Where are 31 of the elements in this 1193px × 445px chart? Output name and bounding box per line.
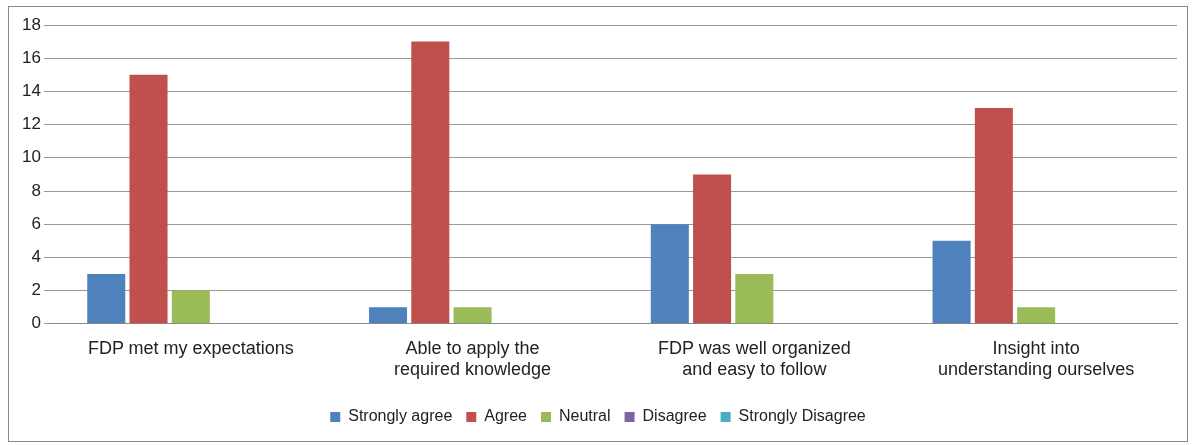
bar xyxy=(129,74,168,324)
x-tick-label: Insight into understanding ourselves xyxy=(938,337,1135,380)
x-tick-label: FDP met my expectations xyxy=(87,337,294,358)
bar xyxy=(453,307,492,324)
y-tick-label: 14 xyxy=(21,81,41,101)
bar xyxy=(693,174,732,324)
bar xyxy=(369,307,408,324)
legend-label: Disagree xyxy=(642,407,707,425)
bar xyxy=(735,274,774,324)
y-tick-label: 18 xyxy=(21,14,41,34)
bar xyxy=(932,240,971,324)
bar xyxy=(411,41,450,324)
x-tick-label: Able to apply the required knowledge xyxy=(394,337,552,380)
y-tick-label: 4 xyxy=(31,247,41,267)
legend-label: Strongly agree xyxy=(348,407,453,425)
bar xyxy=(1017,307,1056,324)
bar xyxy=(974,108,1013,324)
legend-label: Neutral xyxy=(558,407,611,425)
y-tick-label: 0 xyxy=(31,313,41,333)
bar xyxy=(171,290,210,324)
y-tick-label: 2 xyxy=(31,280,41,300)
bar xyxy=(87,274,126,324)
bar xyxy=(650,224,689,324)
y-tick-label: 10 xyxy=(21,147,41,167)
y-tick-label: 8 xyxy=(31,180,41,200)
y-tick-label: 12 xyxy=(21,114,41,134)
legend-label: Agree xyxy=(484,407,528,425)
legend-label: Strongly Disagree xyxy=(738,407,866,425)
y-tick-label: 6 xyxy=(31,213,41,233)
x-tick-label: FDP was well organized and easy to follow xyxy=(657,337,851,380)
y-tick-label: 16 xyxy=(21,47,41,67)
